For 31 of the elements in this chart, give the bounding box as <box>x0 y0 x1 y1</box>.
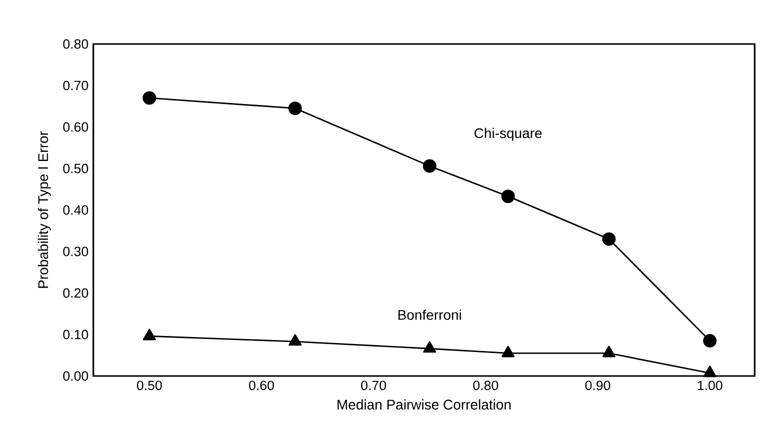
point <box>502 346 515 358</box>
point <box>288 102 302 116</box>
point <box>703 334 717 348</box>
text: Chi-square <box>474 128 542 141</box>
point <box>602 232 616 246</box>
y-tick-label: 0.80 <box>63 39 88 49</box>
y-tick-label: 0.30 <box>63 246 88 256</box>
point <box>142 91 156 105</box>
x-tick-label: 0.90 <box>585 380 610 390</box>
point <box>703 366 716 378</box>
point <box>602 346 616 358</box>
x-tick-label: 0.60 <box>249 380 274 390</box>
y-tick-label: 0.10 <box>63 330 88 340</box>
x-axis-title: Median Pairwise Correlation <box>338 399 511 410</box>
point <box>142 328 156 340</box>
y-tick-label: 0.40 <box>63 205 88 215</box>
y-axis-title: Probability of Type I Error <box>38 131 51 288</box>
x-tick-label: 0.80 <box>473 380 498 390</box>
series-label: Bonferroni <box>398 310 461 320</box>
point <box>423 341 436 353</box>
point <box>422 159 436 173</box>
y-tick-label: 0.20 <box>63 288 88 298</box>
point <box>288 334 302 346</box>
x-tick-label: 1.00 <box>698 380 722 390</box>
point <box>501 190 515 204</box>
y-tick-label: 0.60 <box>63 122 88 132</box>
y-tick-label: 0.00 <box>63 371 88 381</box>
y-tick-label: 0.70 <box>63 80 88 90</box>
x-tick-label: 0.50 <box>136 380 162 390</box>
x-tick-label: 0.70 <box>361 380 386 390</box>
y-tick-label: 0.50 <box>63 164 88 174</box>
